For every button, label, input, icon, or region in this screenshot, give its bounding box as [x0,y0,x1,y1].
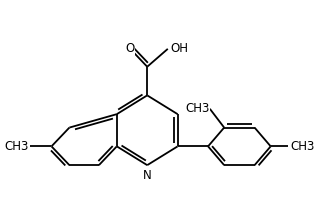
Text: O: O [126,42,135,55]
Text: CH3: CH3 [185,102,210,115]
Text: CH3: CH3 [290,140,315,153]
Text: N: N [143,169,152,182]
Text: OH: OH [170,42,189,55]
Text: CH3: CH3 [5,140,29,153]
